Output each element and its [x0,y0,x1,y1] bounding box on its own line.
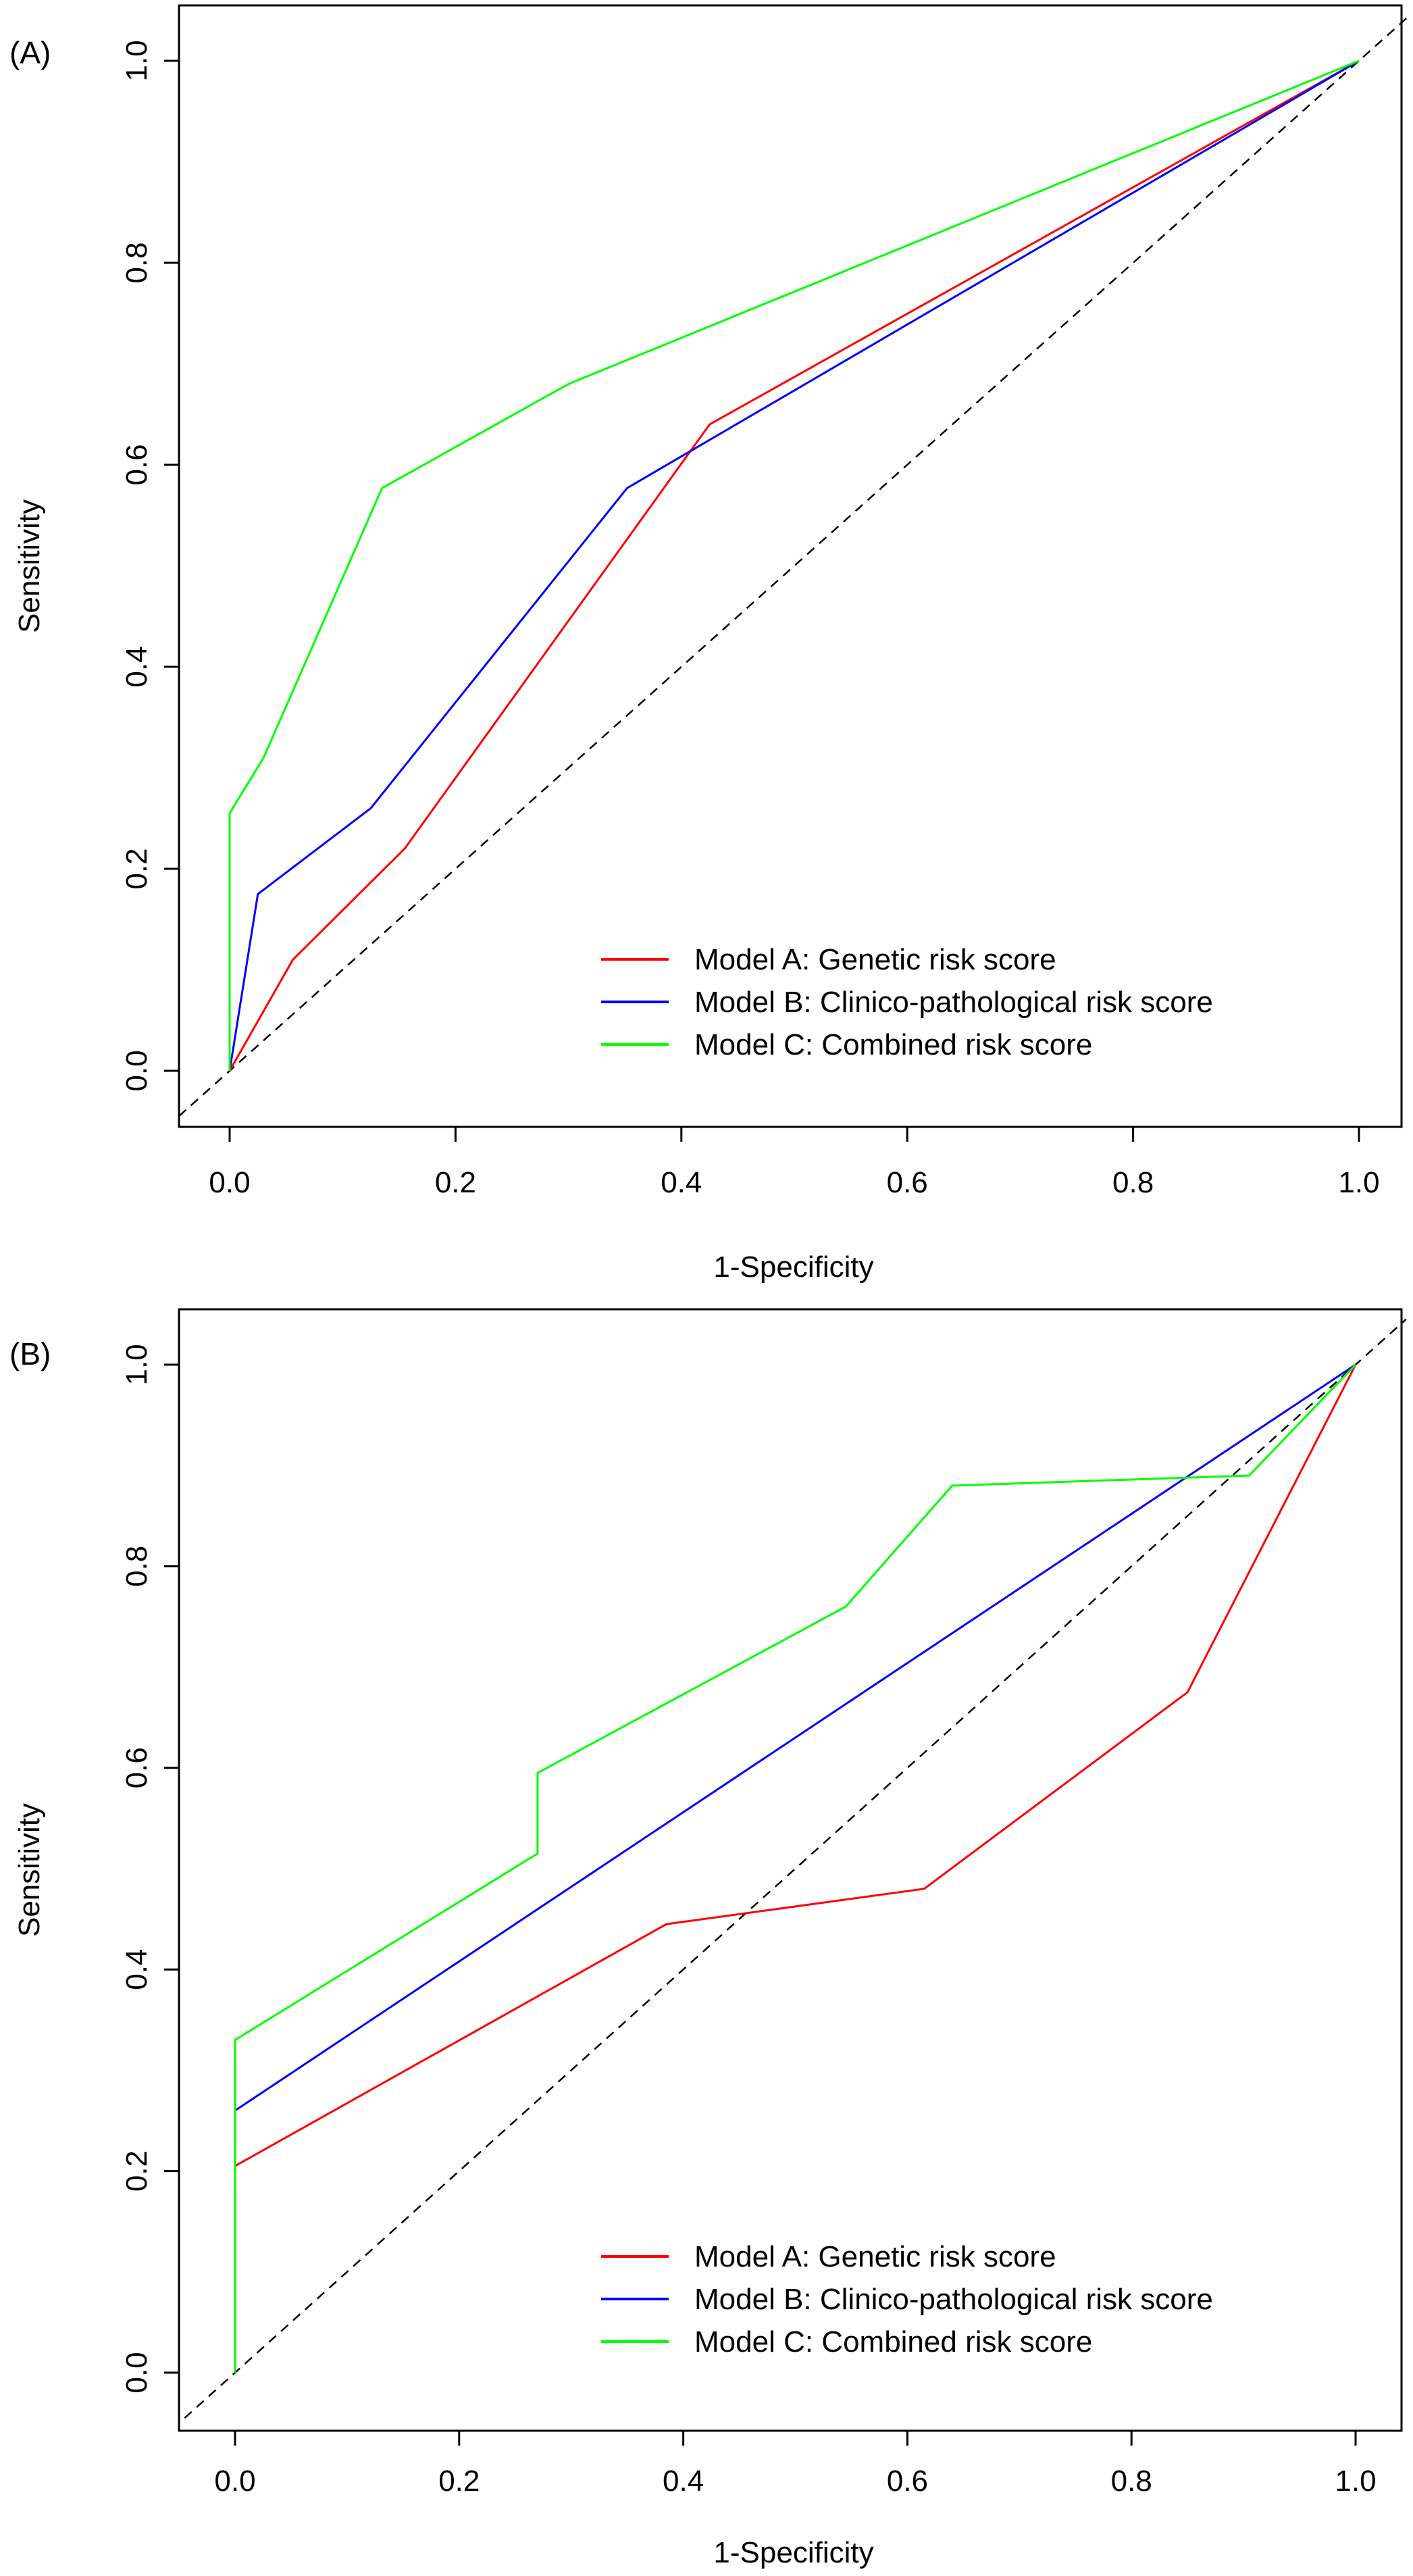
x-tick-label: 0.8 [1111,2465,1152,2498]
y-tick-label: 1.0 [120,40,153,81]
panel-label: (A) [9,35,51,70]
x-axis-ticks: 0.0 0.2 0.4 0.6 0.8 1.0 [209,1127,1380,1199]
y-tick-label: 0.6 [120,444,153,485]
panel-b: (B) 0.0 0.2 0.4 0.6 0.8 1.0 0.0 0.2 0.4 0.6 0.8 1.… [9,1308,1407,2569]
x-tick-label: 0.8 [1112,1166,1154,1199]
y-tick-label: 0.8 [120,1546,153,1587]
y-axis-ticks: 0.0 0.2 0.4 0.6 0.8 1.0 [120,1344,179,2394]
x-tick-label: 0.2 [435,1166,476,1199]
panel-a: (A) 0.0 0.2 0.4 0.6 0.8 1.0 0.0 0.2 0.4 0.6 0.8 1.… [9,4,1411,1284]
reference-line [184,1318,1407,2419]
panel-label: (B) [9,1336,51,1371]
y-axis-ticks: 0.0 0.2 0.4 0.6 0.8 1.0 [120,40,179,1092]
y-tick-label: 0.0 [120,1050,153,1091]
y-tick-label: 0.2 [120,848,153,889]
x-axis-label: 1-Specificity [713,1251,873,1284]
legend-label: Model C: Combined risk score [694,2325,1092,2358]
series-line-a [234,1364,1357,2167]
x-tick-label: 0.0 [214,2465,255,2498]
series-line-c [234,1363,1357,2373]
legend-label: Model B: Clinico-pathological risk score [694,986,1213,1019]
y-tick-label: 0.4 [120,646,153,687]
series-line-b [228,59,1360,1071]
x-tick-label: 0.6 [887,2465,928,2498]
plot-frame [178,4,1403,1128]
legend-label: Model C: Combined risk score [694,1028,1092,1061]
legend: Model A: Genetic risk score Model B: Clin… [601,943,1213,1061]
y-tick-label: 1.0 [120,1344,153,1385]
plot-frame [178,1308,1403,2432]
roc-curves [234,1363,1357,2373]
legend-label: Model B: Clinico-pathological risk score [694,2283,1213,2316]
reference-diagonal [184,1318,1407,2419]
legend-label: Model A: Genetic risk score [694,2240,1056,2273]
legend-label: Model A: Genetic risk score [694,943,1056,976]
y-tick-label: 0.4 [120,1949,153,1990]
y-axis-label: Sensitivity [13,1803,46,1937]
x-tick-label: 0.6 [887,1166,928,1199]
series-line-c [228,59,1360,1071]
roc-curves [228,59,1360,1071]
x-tick-label: 1.0 [1335,2465,1376,2498]
y-tick-label: 0.0 [120,2352,153,2393]
legend: Model A: Genetic risk score Model B: Clin… [601,2240,1213,2358]
y-axis-label: Sensitivity [13,499,46,633]
x-axis-ticks: 0.0 0.2 0.4 0.6 0.8 1.0 [214,2431,1377,2498]
series-line-b [234,1363,1356,2112]
y-tick-label: 0.8 [120,242,153,283]
y-tick-label: 0.2 [120,2150,153,2192]
x-tick-label: 0.4 [661,1166,702,1199]
series-line-a [228,59,1360,1071]
x-tick-label: 0.0 [209,1166,250,1199]
y-tick-label: 0.6 [120,1747,153,1788]
x-tick-label: 1.0 [1338,1166,1379,1199]
x-axis-label: 1-Specificity [713,2536,873,2569]
x-tick-label: 0.2 [438,2465,480,2498]
x-tick-label: 0.4 [663,2465,704,2498]
